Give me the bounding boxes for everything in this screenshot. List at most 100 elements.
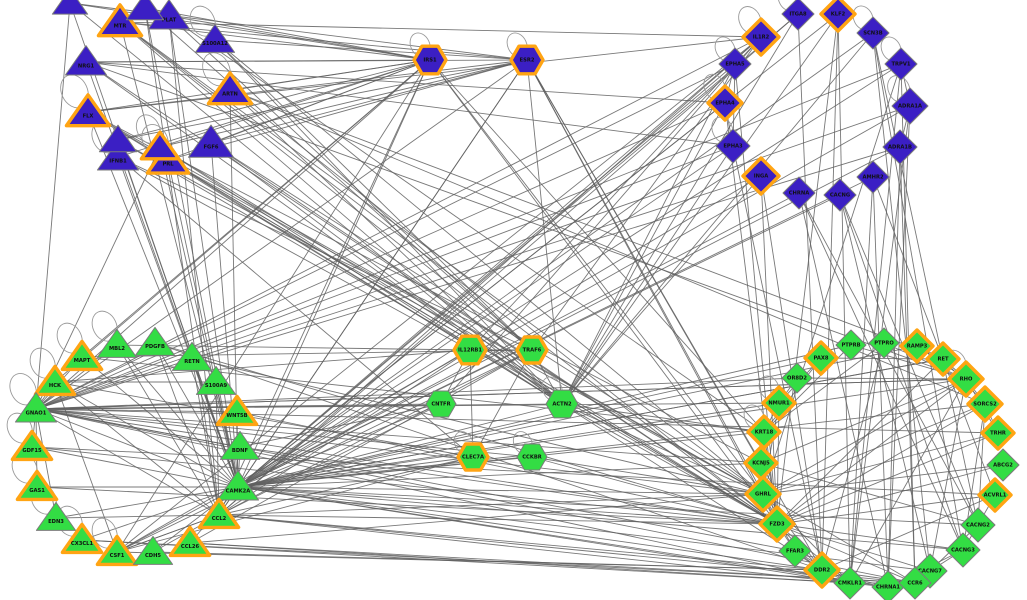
node-shape-diamond[interactable] — [744, 475, 782, 513]
node-shape-triangle[interactable] — [197, 497, 241, 530]
node-shape-hexagon[interactable] — [456, 442, 490, 472]
node-shape-diamond[interactable] — [884, 47, 918, 81]
node-shape-triangle[interactable] — [125, 0, 165, 21]
node-shape-triangle[interactable] — [64, 45, 108, 76]
graph-node-gas1[interactable]: GAS1 — [15, 469, 59, 502]
graph-node-ffar3[interactable]: FFAR3 — [778, 534, 812, 568]
graph-node-trhr[interactable]: TRHR — [980, 415, 1016, 451]
node-shape-diamond[interactable] — [778, 534, 812, 568]
graph-node-gnao1[interactable]: GNAO1 — [14, 392, 58, 423]
node-shape-diamond[interactable] — [856, 16, 890, 50]
graph-node-next1[interactable] — [51, 0, 89, 15]
node-shape-diamond[interactable] — [706, 84, 744, 122]
graph-node-cdh5[interactable]: CDH5 — [132, 535, 174, 565]
graph-node-nrg1[interactable]: NRG1 — [64, 45, 108, 76]
graph-node-acvrl1[interactable]: ACVRL1 — [977, 477, 1013, 513]
node-shape-triangle[interactable] — [60, 522, 104, 555]
graph-node-next3[interactable] — [98, 124, 138, 153]
graph-node-next4[interactable] — [139, 130, 181, 161]
graph-node-clec7a[interactable]: CLEC7A — [456, 442, 490, 472]
node-shape-diamond[interactable] — [899, 328, 935, 364]
graph-node-klf2[interactable]: KLF2 — [819, 0, 857, 33]
node-shape-diamond[interactable] — [945, 532, 981, 568]
graph-node-next2[interactable] — [125, 0, 165, 21]
node-shape-diamond[interactable] — [947, 360, 985, 398]
graph-node-adra1b[interactable]: ADRA1B — [882, 129, 918, 165]
node-shape-triangle[interactable] — [96, 140, 140, 171]
node-shape-diamond[interactable] — [980, 415, 1016, 451]
node-shape-hexagon[interactable] — [516, 443, 548, 471]
node-shape-triangle[interactable] — [51, 0, 89, 15]
node-shape-triangle[interactable] — [139, 130, 181, 161]
node-shape-triangle[interactable] — [14, 392, 58, 423]
node-shape-triangle[interactable] — [171, 341, 213, 371]
node-shape-diamond[interactable] — [782, 176, 816, 210]
node-shape-diamond[interactable] — [761, 385, 797, 421]
node-shape-diamond[interactable] — [819, 0, 857, 33]
graph-node-abcg2[interactable]: ABCG2 — [986, 448, 1020, 482]
node-shape-hexagon[interactable] — [452, 334, 488, 366]
node-shape-diamond[interactable] — [833, 566, 867, 600]
node-shape-diamond[interactable] — [715, 128, 751, 164]
node-shape-hexagon[interactable] — [425, 390, 457, 418]
node-shape-diamond[interactable] — [986, 448, 1020, 482]
graph-node-il12rb1[interactable]: IL12RB1 — [452, 334, 488, 366]
node-shape-triangle[interactable] — [10, 429, 54, 462]
node-shape-diamond[interactable] — [960, 507, 996, 543]
node-shape-triangle[interactable] — [195, 365, 237, 395]
graph-node-epha3[interactable]: EPHA3 — [715, 128, 751, 164]
graph-node-irs1[interactable]: IRS1 — [412, 44, 448, 76]
graph-node-itga8[interactable]: ITGA8 — [781, 0, 815, 31]
node-shape-triangle[interactable] — [187, 124, 235, 158]
node-shape-diamond[interactable] — [803, 340, 839, 376]
node-shape-diamond[interactable] — [856, 160, 890, 194]
graph-node-fgf6[interactable]: FGF6 — [187, 124, 235, 158]
node-shape-diamond[interactable] — [718, 47, 752, 81]
node-shape-diamond[interactable] — [741, 156, 781, 196]
node-shape-hexagon[interactable] — [515, 335, 549, 365]
graph-node-mbl2[interactable]: MBL2 — [96, 328, 138, 358]
node-shape-diamond[interactable] — [781, 0, 815, 31]
node-shape-diamond[interactable] — [925, 341, 961, 377]
node-shape-triangle[interactable] — [35, 501, 77, 531]
node-shape-triangle[interactable] — [98, 124, 138, 153]
node-shape-triangle[interactable] — [134, 326, 176, 356]
node-shape-diamond[interactable] — [868, 327, 900, 359]
graph-node-gdf15[interactable]: GDF15 — [10, 429, 54, 462]
graph-node-amhr2[interactable]: AMHR2 — [856, 160, 890, 194]
node-shape-triangle[interactable] — [96, 328, 138, 358]
node-shape-triangle[interactable] — [33, 364, 77, 397]
graph-node-trpv1[interactable]: TRPV1 — [884, 47, 918, 81]
node-shape-diamond[interactable] — [871, 570, 905, 600]
node-shape-triangle[interactable] — [216, 470, 260, 501]
node-shape-triangle[interactable] — [64, 93, 112, 128]
graph-node-adra1a[interactable]: ADRA1A — [891, 87, 929, 125]
node-shape-diamond[interactable] — [891, 87, 929, 125]
node-shape-triangle[interactable] — [132, 535, 174, 565]
node-shape-triangle[interactable] — [219, 430, 261, 460]
graph-node-esr2[interactable]: ESR2 — [509, 44, 545, 76]
node-shape-hexagon[interactable] — [509, 44, 545, 76]
node-shape-triangle[interactable] — [194, 23, 236, 53]
graph-node-scn3b[interactable]: SCN3B — [856, 16, 890, 50]
node-shape-hexagon[interactable] — [545, 389, 579, 419]
node-shape-triangle[interactable] — [15, 469, 59, 502]
node-shape-triangle[interactable] — [168, 525, 212, 558]
node-shape-diamond[interactable] — [898, 566, 932, 600]
node-shape-diamond[interactable] — [758, 505, 796, 543]
node-shape-diamond[interactable] — [977, 477, 1013, 513]
node-shape-diamond[interactable] — [781, 362, 813, 394]
node-shape-diamond[interactable] — [835, 329, 867, 361]
node-shape-diamond[interactable] — [741, 17, 781, 57]
node-shape-diamond[interactable] — [882, 129, 918, 165]
graph-node-inga[interactable]: INGA — [741, 156, 781, 196]
node-shape-triangle[interactable] — [206, 71, 254, 106]
node-shape-diamond[interactable] — [966, 385, 1004, 423]
graph-node-traf6[interactable]: TRAF6 — [515, 335, 549, 365]
node-shape-triangle[interactable] — [60, 339, 104, 372]
node-shape-diamond[interactable] — [823, 178, 857, 212]
node-shape-triangle[interactable] — [215, 394, 259, 427]
